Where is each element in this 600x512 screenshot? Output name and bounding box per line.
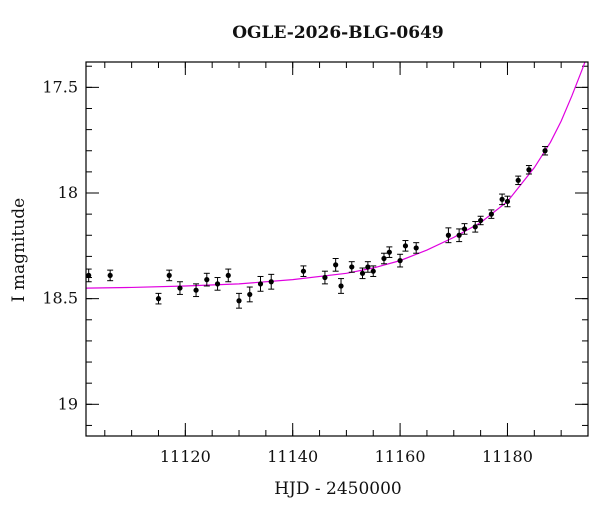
data-point xyxy=(204,277,210,283)
data-point xyxy=(365,264,371,270)
data-point xyxy=(478,217,484,224)
data-point xyxy=(472,224,478,230)
data-point xyxy=(214,281,221,287)
y-axis-label: I magnitude xyxy=(9,198,29,302)
data-point xyxy=(359,270,366,276)
data-point xyxy=(86,272,92,279)
data-point xyxy=(461,226,468,232)
x-tick-label: 11180 xyxy=(482,447,533,466)
data-point xyxy=(247,291,253,298)
data-point xyxy=(488,211,494,217)
data-point xyxy=(402,243,409,249)
y-tick-label: 17.5 xyxy=(42,77,78,96)
data-point xyxy=(166,272,172,279)
data-point xyxy=(504,198,511,205)
x-axis-label: HJD - 2450000 xyxy=(274,479,402,499)
data-point xyxy=(257,281,264,287)
data-point xyxy=(542,148,548,154)
data-point xyxy=(445,232,452,238)
x-tick-label: 11140 xyxy=(267,447,318,466)
data-point xyxy=(107,272,113,279)
data-point xyxy=(177,285,183,291)
data-point xyxy=(338,283,344,289)
data-point xyxy=(370,268,376,274)
data-points-layer xyxy=(86,146,549,309)
data-point xyxy=(349,264,355,270)
x-tick-label: 11120 xyxy=(160,447,211,466)
chart-title: OGLE-2026-BLG-0649 xyxy=(232,23,444,43)
data-point xyxy=(413,245,419,251)
model-curve-layer xyxy=(86,62,586,289)
data-point xyxy=(333,262,339,268)
plot-frame xyxy=(85,61,589,437)
data-point xyxy=(456,232,462,238)
x-tick-label: 11160 xyxy=(375,447,426,466)
data-point xyxy=(381,255,387,262)
y-tick-label: 19 xyxy=(58,394,78,413)
data-point xyxy=(515,177,521,183)
y-tick-label: 18.5 xyxy=(42,289,78,308)
axis-tick-labels: 11120 11140 11160 11180 17.5 18 18.5 19 xyxy=(42,77,533,466)
data-point xyxy=(300,268,307,274)
data-point xyxy=(499,196,505,202)
data-point xyxy=(236,298,242,304)
data-point xyxy=(225,272,231,279)
y-tick-label: 18 xyxy=(58,183,78,202)
data-point xyxy=(386,249,392,255)
data-point xyxy=(397,258,403,264)
model-curve xyxy=(86,62,586,289)
data-point xyxy=(193,287,199,293)
data-point xyxy=(322,274,328,281)
data-point xyxy=(268,279,274,285)
data-point xyxy=(155,296,162,302)
data-point xyxy=(526,167,532,173)
axis-ticks xyxy=(86,62,589,436)
